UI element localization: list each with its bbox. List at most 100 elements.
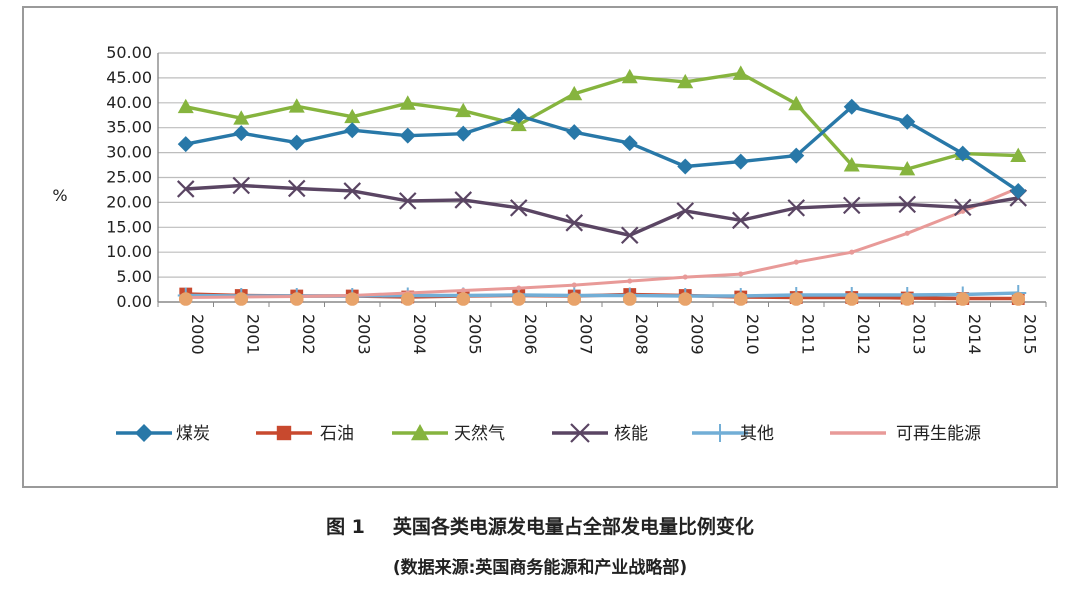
legend-label: 天然气 [454,424,505,444]
series-3 [176,176,1028,245]
data-point [738,271,744,277]
data-point [455,102,472,118]
data-point [849,249,855,255]
data-point [620,226,639,245]
y-tick-label: 15.00 [106,217,152,236]
data-point [678,292,693,306]
series-line [185,186,1019,299]
data-point [343,182,362,200]
y-tick-label: 0.00 [116,292,152,311]
data-point [232,176,251,195]
y-axis-label: % [52,186,67,205]
data-point [288,98,305,113]
series-line [185,105,1020,193]
y-tick-label: 35.00 [106,118,152,137]
data-point [1010,147,1027,162]
data-point [676,202,695,220]
y-tick-label: 45.00 [106,68,152,87]
figure-title: 英国各类电源发电量占全部发电量比例变化 [392,516,754,538]
x-tick-label: 2010 [743,314,762,355]
figure-label: 图 1 [326,516,365,538]
data-point [510,116,527,132]
legend-label: 其他 [740,424,774,444]
legend-item-2: 天然气 [392,424,505,444]
legend-item-1: 石油 [256,424,354,444]
data-point [898,195,917,214]
data-point [844,292,859,306]
data-point [842,196,861,215]
legend-item-5: 可再生能源 [830,424,981,444]
data-point [460,287,466,294]
data-point [510,107,527,124]
data-point [682,274,688,280]
data-point [677,73,694,89]
data-point [953,198,972,217]
y-tick-label: 30.00 [106,143,152,162]
data-point [345,292,360,306]
data-point [622,292,637,306]
legend-marker [570,423,590,443]
x-tick-label: 2005 [465,314,484,355]
bottom-markers [178,292,1026,306]
y-tick-label: 10.00 [106,242,152,261]
gridlines [158,52,1046,278]
data-point [899,161,916,176]
data-point [454,191,473,209]
x-tick-label: 2002 [299,314,318,355]
data-point [1011,292,1026,306]
data-point [955,292,970,306]
legend-marker [411,424,429,441]
x-tick-label: 2013 [909,314,928,355]
x-tick-label: 2006 [521,314,540,355]
data-point [398,192,417,210]
data-point [516,285,522,291]
series-4 [177,285,1027,305]
data-point [793,259,799,265]
data-point [456,292,471,306]
data-point [289,292,304,306]
data-point [788,147,805,164]
data-point [732,65,749,80]
data-point [234,292,249,306]
data-point [344,122,361,139]
figure-caption: 图 1 英国各类电源发电量占全部发电量比例变化 [0,512,1080,539]
data-point [677,158,694,175]
legend-item-0: 煤炭 [116,424,210,444]
legend-marker [711,424,729,442]
data-point [399,95,416,110]
data-point [176,180,195,198]
data-point [567,292,582,306]
x-tick-label: 2007 [576,314,595,355]
chart-frame: 0.00 5.00 10.00 15.00 20.00 25.00 30.00 35.00 40… [22,6,1058,488]
x-tick-label: 2009 [687,314,706,355]
series-lines [176,65,1028,306]
data-point [178,292,193,306]
data-point [621,135,638,152]
source-caption: (数据来源:英国商务能源和产业战略部) [392,558,688,578]
x-tick-label: 2001 [243,314,262,355]
data-point [288,134,305,151]
x-tick-label: 2003 [354,314,373,355]
data-point [399,127,416,144]
data-point [627,278,633,284]
legend-item-4: 其他 [692,424,774,444]
data-point [571,282,577,288]
series-0 [177,98,1027,199]
legend: 煤炭 石油 天然气 核能 其他 可再生能源 [116,423,981,444]
data-point [566,124,583,141]
data-point [731,211,750,230]
data-point [287,179,306,198]
x-tick-label: 2012 [854,314,873,355]
data-point [843,98,860,115]
data-point [843,157,860,172]
data-point [1010,182,1027,199]
y-tick-label: 40.00 [106,93,152,112]
data-point [566,85,583,101]
x-tick-label: 2008 [632,314,651,355]
data-point [511,292,526,306]
data-point [788,95,805,111]
axes: 0.00 5.00 10.00 15.00 20.00 25.00 30.00 35.00 40… [106,43,1047,355]
data-point [954,145,971,162]
data-point [233,110,250,125]
series-line [185,71,1019,171]
